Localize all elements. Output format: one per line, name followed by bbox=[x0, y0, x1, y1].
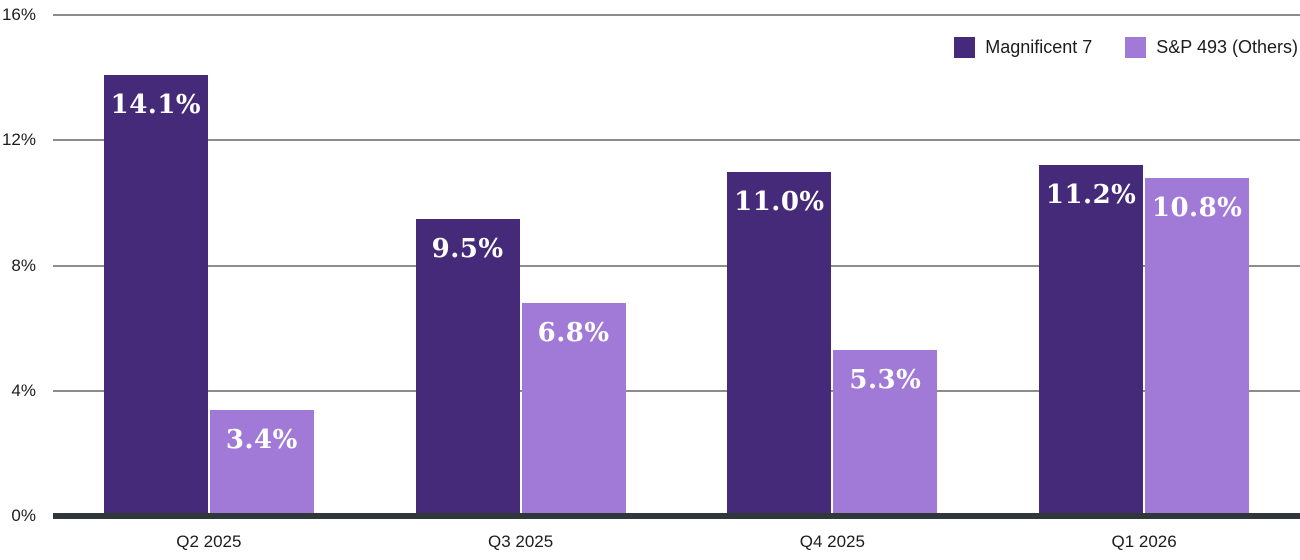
legend-swatch-magnificent-7-icon bbox=[954, 36, 976, 58]
bar-value-label: 11.2% bbox=[1045, 180, 1137, 211]
gridline-12% bbox=[53, 139, 1300, 142]
gridline-8% bbox=[53, 264, 1300, 267]
bar-value-label: 14.1% bbox=[110, 89, 202, 120]
legend: Magnificent 7 S&P 493 (Others) bbox=[954, 36, 1298, 58]
bar-value-label: 5.3% bbox=[849, 365, 922, 396]
x-axis-tick-label: Q1 2026 bbox=[1111, 532, 1177, 551]
plot-area: 14.1% 3.4% 9.5% 6.8% 11.0% 5.3% 11.2% 10.8% bbox=[53, 14, 1300, 519]
legend-item-magnificent-7: Magnificent 7 bbox=[954, 36, 1092, 58]
bar-sp493-others: 5.3% bbox=[833, 350, 938, 516]
x-axis-tick-label: Q3 2025 bbox=[488, 532, 554, 551]
bar-sp493-others: 3.4% bbox=[209, 409, 314, 516]
legend-item-sp493: S&P 493 (Others) bbox=[1125, 36, 1298, 58]
bar-value-label: 9.5% bbox=[431, 233, 504, 264]
bar-value-label: 6.8% bbox=[537, 318, 610, 349]
x-axis-tick-label: Q4 2025 bbox=[799, 532, 865, 551]
bar-magnificent-7: 11.0% bbox=[727, 171, 832, 516]
gridline-16% bbox=[53, 14, 1300, 16]
x-axis-line bbox=[53, 513, 1300, 519]
bar-value-label: 3.4% bbox=[225, 424, 298, 455]
x-axis-tick-label: Q2 2025 bbox=[176, 532, 242, 551]
y-axis-tick-label: 8% bbox=[11, 255, 36, 275]
y-axis-tick-label: 0% bbox=[11, 506, 36, 525]
y-axis-tick-label: 12% bbox=[1, 130, 36, 150]
bar-magnificent-7: 11.2% bbox=[1039, 165, 1144, 516]
bar-sp493-others: 10.8% bbox=[1145, 177, 1250, 516]
bar-magnificent-7: 14.1% bbox=[103, 74, 208, 516]
legend-swatch-sp493-icon bbox=[1125, 36, 1147, 58]
legend-label-sp493: S&P 493 (Others) bbox=[1156, 37, 1298, 57]
bar-value-label: 10.8% bbox=[1151, 192, 1243, 223]
legend-label-magnificent-7: Magnificent 7 bbox=[985, 37, 1093, 57]
bar-sp493-others: 6.8% bbox=[521, 303, 626, 516]
y-axis-tick-label: 4% bbox=[11, 380, 36, 400]
y-axis-tick-label: 16% bbox=[1, 5, 36, 24]
bar-magnificent-7: 9.5% bbox=[415, 218, 520, 516]
bar-value-label: 11.0% bbox=[734, 186, 825, 217]
gridline-4% bbox=[53, 389, 1300, 392]
